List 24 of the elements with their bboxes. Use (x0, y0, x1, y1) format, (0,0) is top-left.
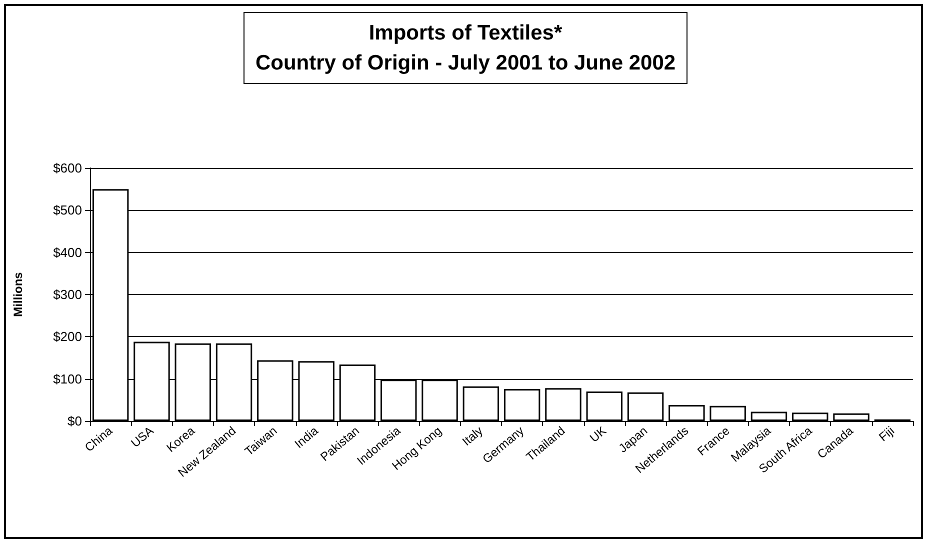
x-tick-label: UK (587, 424, 609, 446)
bar (833, 413, 870, 421)
bar (792, 412, 828, 421)
y-tick-label: $500 (53, 202, 82, 218)
y-tick-label: $100 (53, 371, 82, 386)
bar (504, 388, 540, 421)
x-tick-label: USA (128, 424, 156, 450)
bar (668, 404, 705, 421)
y-tick-label: $0 (68, 414, 82, 428)
bar (750, 412, 788, 421)
x-tick-label: Italy (460, 424, 486, 449)
bar (545, 388, 582, 421)
bar (462, 386, 500, 421)
y-axis-title: Millions (11, 272, 25, 317)
chart-title: Imports of Textiles* Country of Origin - July 2001 to June 2002 (255, 22, 676, 74)
y-tick-label: $200 (53, 329, 82, 344)
bar (586, 391, 622, 421)
y-tick-label: $400 (53, 244, 82, 260)
x-tick-label: Fiji (876, 424, 897, 444)
bar (627, 392, 664, 421)
bar (710, 406, 746, 421)
x-tick-label: India (292, 423, 322, 452)
y-tick-label: $300 (53, 287, 82, 302)
y-tick-label: $600 (53, 160, 82, 176)
